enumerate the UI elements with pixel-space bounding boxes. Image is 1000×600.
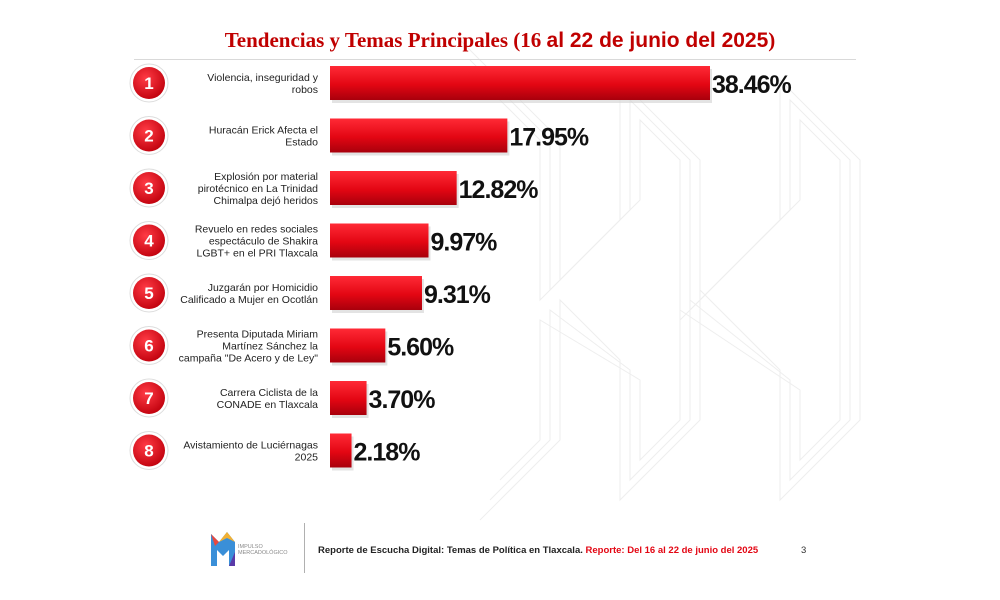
category-label-line: Estado [285,137,318,149]
category-label: Carrera Ciclista de la CONADE en Tlaxcala [217,387,319,411]
category-label-line: Juzgarán por Homicidio [208,282,318,294]
chart-row: 4 Revuelo en redes sociales espectáculo de… [129,221,498,261]
footer-report-prefix: Reporte de Escucha Digital: [318,545,447,556]
rank-badge [133,382,165,414]
chart-row: 6 Presenta Diputada Miriam Martínez Sánche… [129,326,455,366]
rank-number: 1 [144,74,153,93]
category-label-line: pirotécnico en La Trinidad [198,183,318,195]
category-label-line: 2025 [295,452,319,464]
category-label-line: espectáculo de Shakira [209,236,318,248]
rank-badge [133,224,165,257]
rank-number: 3 [144,179,153,198]
page-number: 3 [801,545,807,556]
rank-badge [133,172,165,204]
category-label-line: CONADE en Tlaxcala [217,399,319,411]
category-label-line: robos [292,84,318,96]
category-label: Avistamiento de Luciérnagas 2025 [183,440,318,464]
value-label: 5.60% [387,334,454,362]
bar [330,328,386,363]
chart-title-part3: ) [768,28,776,52]
rank-number: 8 [144,442,153,461]
title-divider [134,59,856,60]
chart-row: 1 Violencia, inseguridad y robos 38.46% [129,63,793,103]
chart-title-part2: al 22 de junio del 2025 [546,29,769,52]
value-label: 38.46% [712,71,792,99]
category-label-line: Calificado a Mujer en Ocotlán [180,294,318,306]
category-label-line: Martínez Sánchez la [222,341,318,353]
value-label: 9.97% [431,229,498,257]
category-label-line: Chimalpa dejó heridos [214,195,318,207]
value-label: 3.70% [369,386,436,414]
rank-badge [133,329,165,362]
category-label-line: Explosión por material [214,171,318,183]
category-label: Explosión por material pirotécnico en La … [198,171,318,207]
logo-text-1: IMPULSO [238,544,263,550]
footer-report-middle: Temas de Política en Tlaxcala. [446,545,586,556]
value-label: 17.95% [509,124,589,152]
category-label-line: Huracán Erick Afecta el [209,125,318,137]
rank-badge [133,434,165,467]
chart-title: Tendencias y Temas Principales (16 al 22… [130,28,870,53]
value-label: 2.18% [354,439,421,467]
category-label: Juzgarán por Homicidio Calificado a Mujer… [180,282,318,306]
category-label-line: campaña "De Acero y de Ley" [179,353,319,365]
category-label-line: LGBT+ en el PRI Tlaxcala [197,248,319,260]
category-label: Presenta Diputada Miriam Martínez Sánchez… [179,329,319,365]
footer-separator [304,523,305,573]
category-label-line: Carrera Ciclista de la [220,387,318,399]
value-label: 9.31% [424,281,491,309]
bar [330,118,508,153]
rank-number: 6 [144,337,153,356]
rank-badge [133,67,165,99]
bar [330,66,710,100]
rank-number: 7 [144,389,153,408]
logo-text-2: MERCADOLÓGICO [238,549,288,556]
chart-row: 7 Carrera Ciclista de la CONADE en Tlaxcal… [129,378,436,418]
category-label: Violencia, inseguridad y robos [207,72,318,96]
category-label: Huracán Erick Afecta el Estado [209,125,318,149]
category-label-line: Presenta Diputada Miriam [197,329,319,341]
chart-title-part1: Tendencias y Temas Principales (16 [224,28,547,52]
rank-number: 5 [144,284,153,303]
category-label-line: Avistamiento de Luciérnagas [183,440,318,452]
impulso-mercadologico-logo: IMPULSO MERCADOLÓGICO [211,532,288,566]
category-label: Revuelo en redes sociales espectáculo de … [195,224,318,260]
rank-number: 2 [144,127,153,146]
rank-badge [133,119,165,152]
category-label-line: Violencia, inseguridad y [207,72,318,84]
bar [330,171,457,205]
bar [330,223,429,258]
footer-report-text: Reporte de Escucha Digital: Temas de Pol… [318,545,758,556]
rank-badge [133,277,165,309]
category-label-line: Revuelo en redes sociales [195,224,318,236]
chart-row: 3 Explosión por material pirotécnico en La… [129,168,539,208]
value-label: 12.82% [459,176,539,204]
rank-number: 4 [144,232,154,251]
footer-report-dates: Reporte: Del 16 al 22 de junio del 2025 [585,545,759,556]
chart-row: 5 Juzgarán por Homicidio Calificado a Muje… [129,273,492,313]
bar [330,381,367,415]
chart-row: 8 Avistamiento de Luciérnagas 2025 2.18% [129,431,421,471]
bar [330,276,422,310]
chart-row: 2 Huracán Erick Afecta el Estado 17.95% [129,116,590,156]
bar [330,433,352,468]
